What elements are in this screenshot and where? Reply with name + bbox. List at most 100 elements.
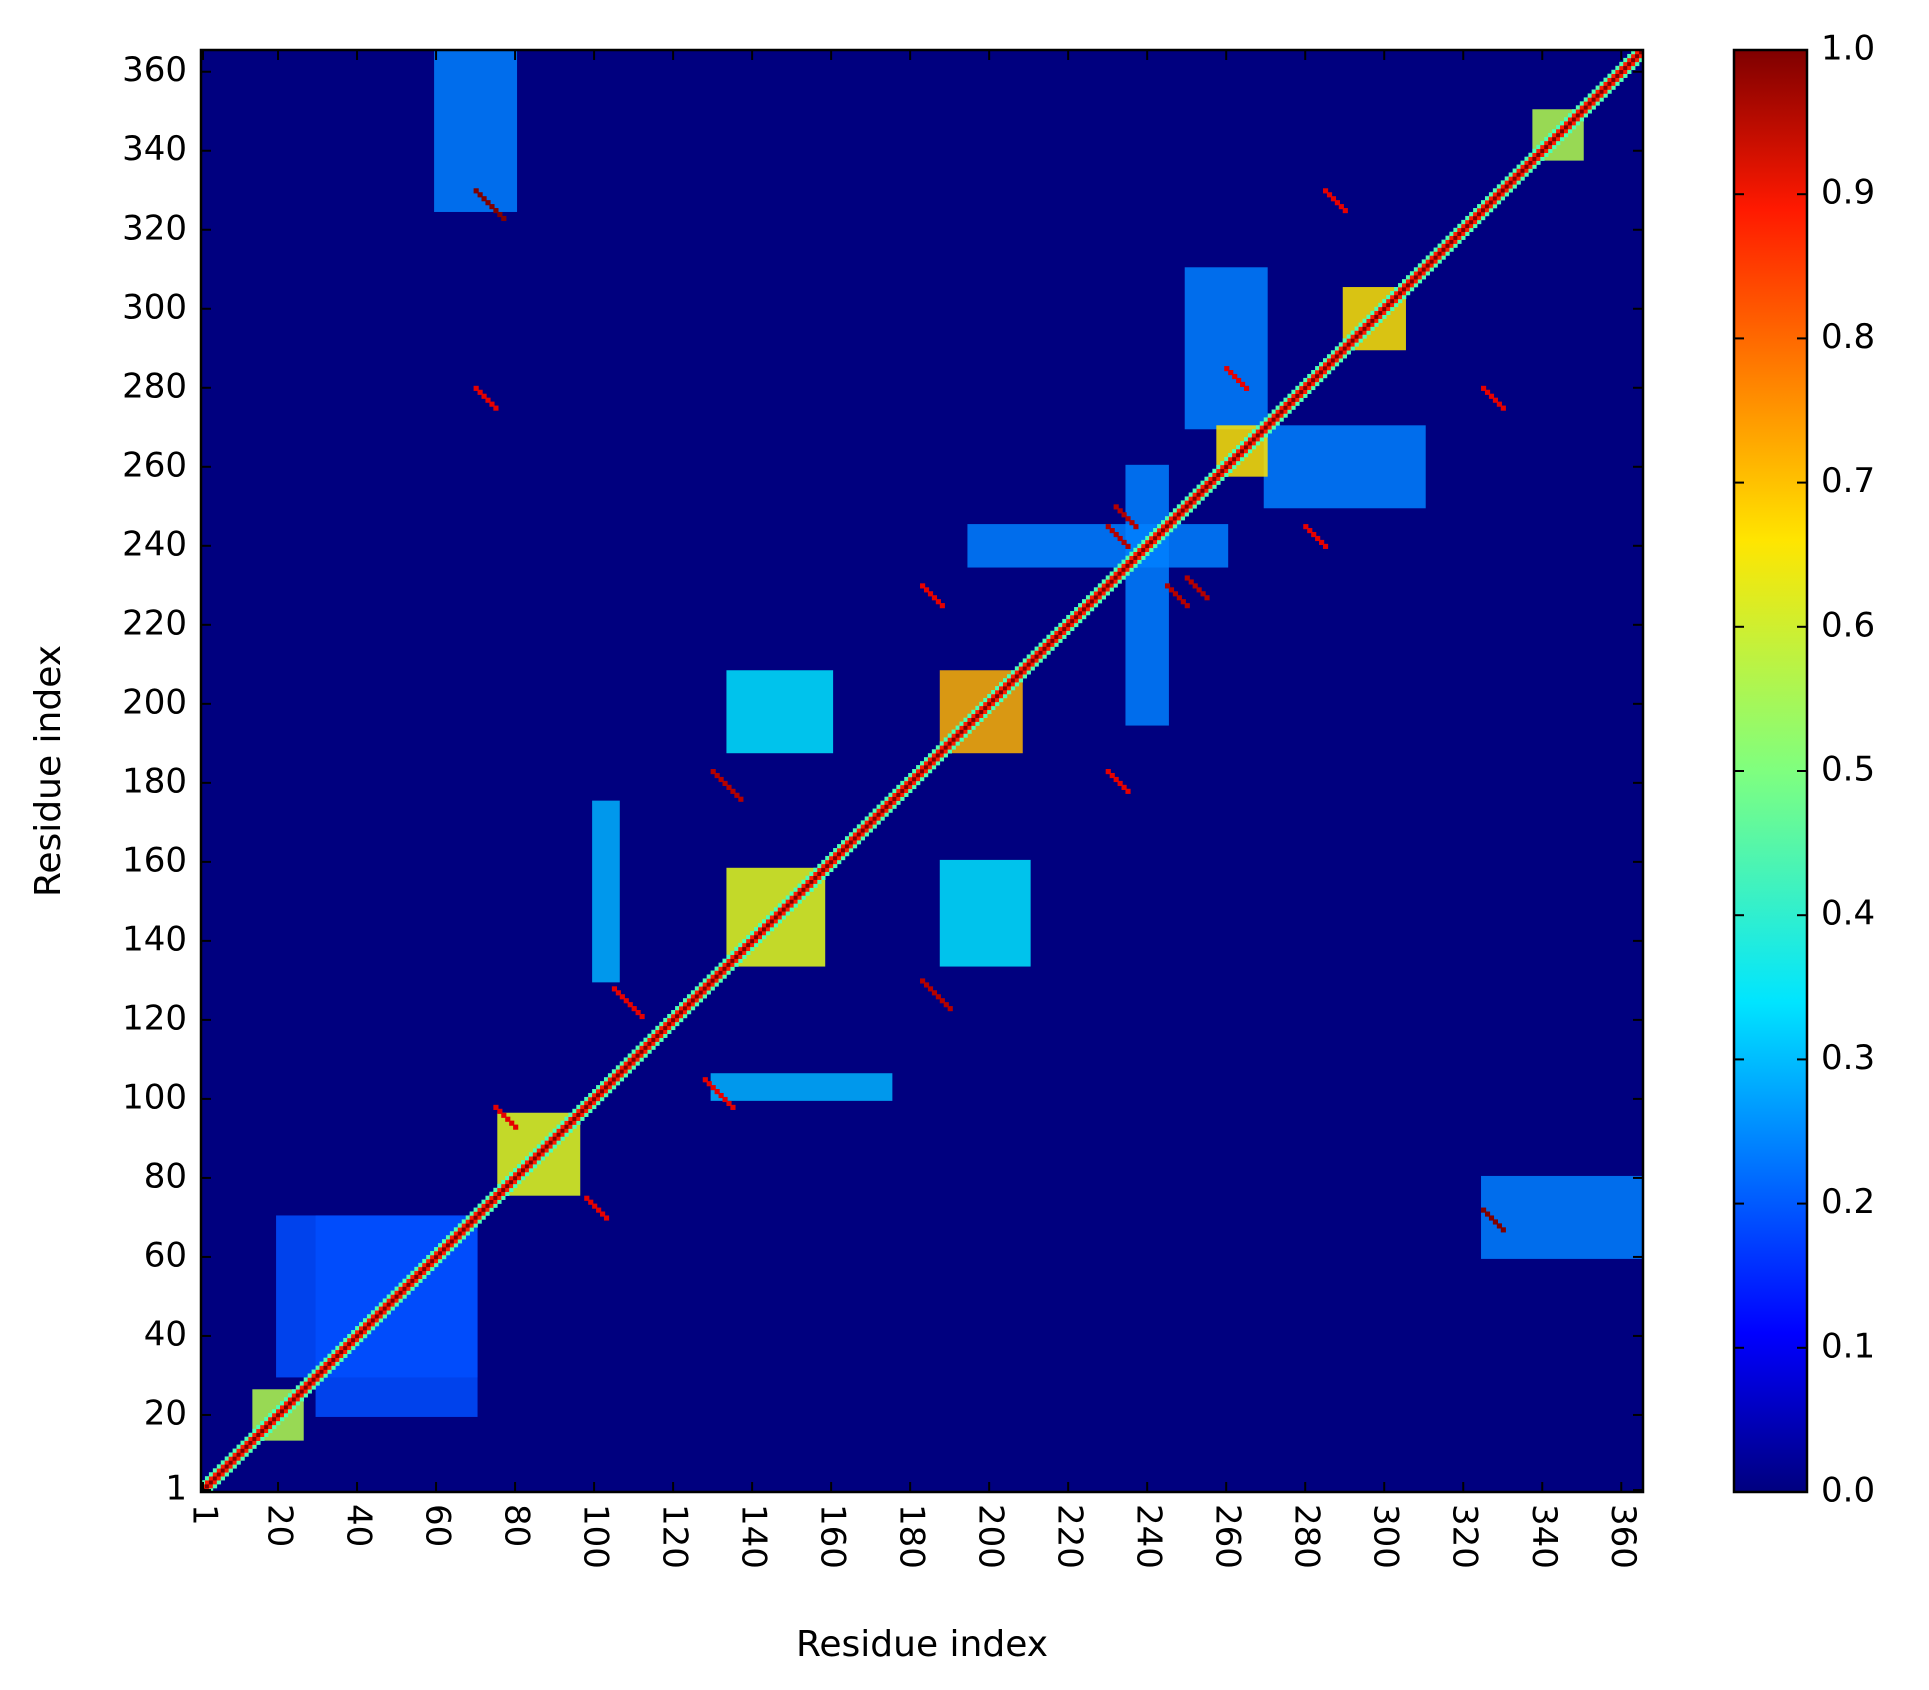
heatmap-cell — [805, 875, 810, 880]
heatmap-cell — [1030, 654, 1035, 659]
heatmap-contact-streak — [1303, 524, 1329, 549]
heatmap-cell — [927, 753, 933, 758]
heatmap-cell — [1164, 524, 1170, 529]
heatmap-cell — [1595, 93, 1600, 98]
heatmap-cell — [438, 1251, 443, 1256]
heatmap-cell — [1607, 77, 1612, 82]
heatmap-cell — [1556, 136, 1561, 142]
heatmap-cell — [1532, 164, 1537, 169]
heatmap-cell — [548, 1136, 553, 1141]
heatmap-cell — [418, 1270, 423, 1276]
heatmap-cell — [291, 1393, 297, 1398]
heatmap-cell — [224, 1472, 229, 1477]
heatmap-cell — [228, 1464, 233, 1469]
heatmap-cell — [224, 1464, 229, 1469]
heatmap-cell — [761, 919, 767, 924]
x-tick-label: 360 — [1603, 1504, 1643, 1569]
heatmap-cell — [1362, 334, 1367, 339]
heatmap-cell — [592, 1203, 598, 1209]
heatmap-cell — [1322, 370, 1328, 375]
heatmap-cell — [694, 990, 700, 995]
heatmap-cell — [477, 1211, 482, 1216]
heatmap-cell — [765, 919, 771, 924]
heatmap-cell — [888, 800, 893, 805]
heatmap-cell — [1279, 405, 1284, 410]
heatmap-cell — [445, 1243, 451, 1248]
heatmap-cell — [1054, 642, 1059, 647]
heatmap-cell — [453, 1227, 459, 1232]
heatmap-cell — [592, 1089, 597, 1094]
heatmap-cell — [315, 1365, 320, 1370]
heatmap-cell — [513, 1179, 518, 1185]
heatmap-cell — [916, 765, 921, 770]
heatmap-cell — [888, 808, 893, 813]
heatmap-cell — [829, 867, 834, 873]
heatmap-cell — [1113, 579, 1118, 584]
heatmap-cell — [679, 1010, 684, 1015]
heatmap-cell — [208, 1480, 214, 1485]
heatmap-cell — [1093, 599, 1099, 604]
heatmap-cell — [841, 844, 846, 849]
heatmap-cell — [698, 994, 704, 999]
heatmap-cell — [1259, 425, 1265, 430]
heatmap-cell — [758, 938, 763, 944]
heatmap-cell — [1488, 200, 1494, 205]
heatmap-cell — [430, 1266, 435, 1272]
heatmap-cell — [1240, 381, 1246, 387]
heatmap-cell — [631, 1006, 637, 1012]
heatmap-cell — [1271, 409, 1276, 414]
heatmap-cell — [1243, 445, 1249, 450]
heatmap-cell — [1441, 243, 1446, 248]
colorbar-tick-label: 0.3 — [1821, 1038, 1875, 1078]
heatmap-cell — [568, 1128, 573, 1133]
heatmap-cell — [382, 1310, 387, 1315]
heatmap-cell — [682, 1002, 688, 1007]
heatmap-cell — [706, 982, 711, 987]
heatmap-cell — [1066, 622, 1071, 628]
heatmap-cell — [1089, 607, 1095, 612]
heatmap-cell — [1394, 302, 1399, 308]
heatmap-cell — [754, 942, 759, 948]
heatmap-cell — [1070, 614, 1075, 620]
heatmap-cell — [785, 899, 790, 904]
heatmap-cell — [1172, 591, 1179, 597]
heatmap-cell — [1149, 539, 1154, 545]
heatmap-cell — [797, 883, 802, 888]
heatmap-cell — [1504, 192, 1509, 197]
heatmap-cell — [1394, 287, 1399, 292]
heatmap-cell — [1082, 610, 1087, 616]
heatmap-cell — [477, 1215, 482, 1220]
heatmap-cell — [671, 1021, 676, 1027]
heatmap-cell — [955, 729, 960, 734]
heatmap-cell — [382, 1302, 387, 1307]
heatmap-cell — [844, 851, 850, 857]
heatmap-cell — [600, 1211, 606, 1217]
heatmap-cell — [552, 1132, 557, 1137]
heatmap-cell — [1161, 520, 1166, 525]
heatmap-cell — [1429, 263, 1434, 268]
heatmap-cell — [513, 1171, 518, 1177]
heatmap-cell — [1196, 488, 1201, 493]
colorbar-tick-label: 0.4 — [1821, 894, 1875, 934]
heatmap-cell — [841, 848, 846, 853]
heatmap-cell — [426, 1258, 431, 1264]
heatmap-cell — [212, 1476, 218, 1481]
heatmap-cell — [287, 1409, 293, 1414]
heatmap-cell — [493, 1195, 498, 1200]
heatmap-cell — [1082, 603, 1087, 608]
heatmap-cell — [1303, 524, 1309, 530]
heatmap-cell — [1449, 247, 1454, 252]
heatmap-cell — [584, 1104, 589, 1110]
heatmap-cell — [1038, 642, 1043, 647]
heatmap-cell — [872, 808, 877, 813]
heatmap-cell — [1402, 283, 1407, 288]
heatmap-cell — [1236, 456, 1241, 462]
heatmap-cell — [686, 998, 692, 1003]
heatmap-cell — [1453, 239, 1458, 244]
heatmap-cell — [244, 1440, 249, 1445]
heatmap-cell — [904, 776, 909, 782]
heatmap-cell — [228, 1456, 233, 1461]
heatmap-cell — [248, 1440, 253, 1445]
heatmap-cell — [1362, 318, 1367, 323]
heatmap-cell — [789, 903, 794, 908]
